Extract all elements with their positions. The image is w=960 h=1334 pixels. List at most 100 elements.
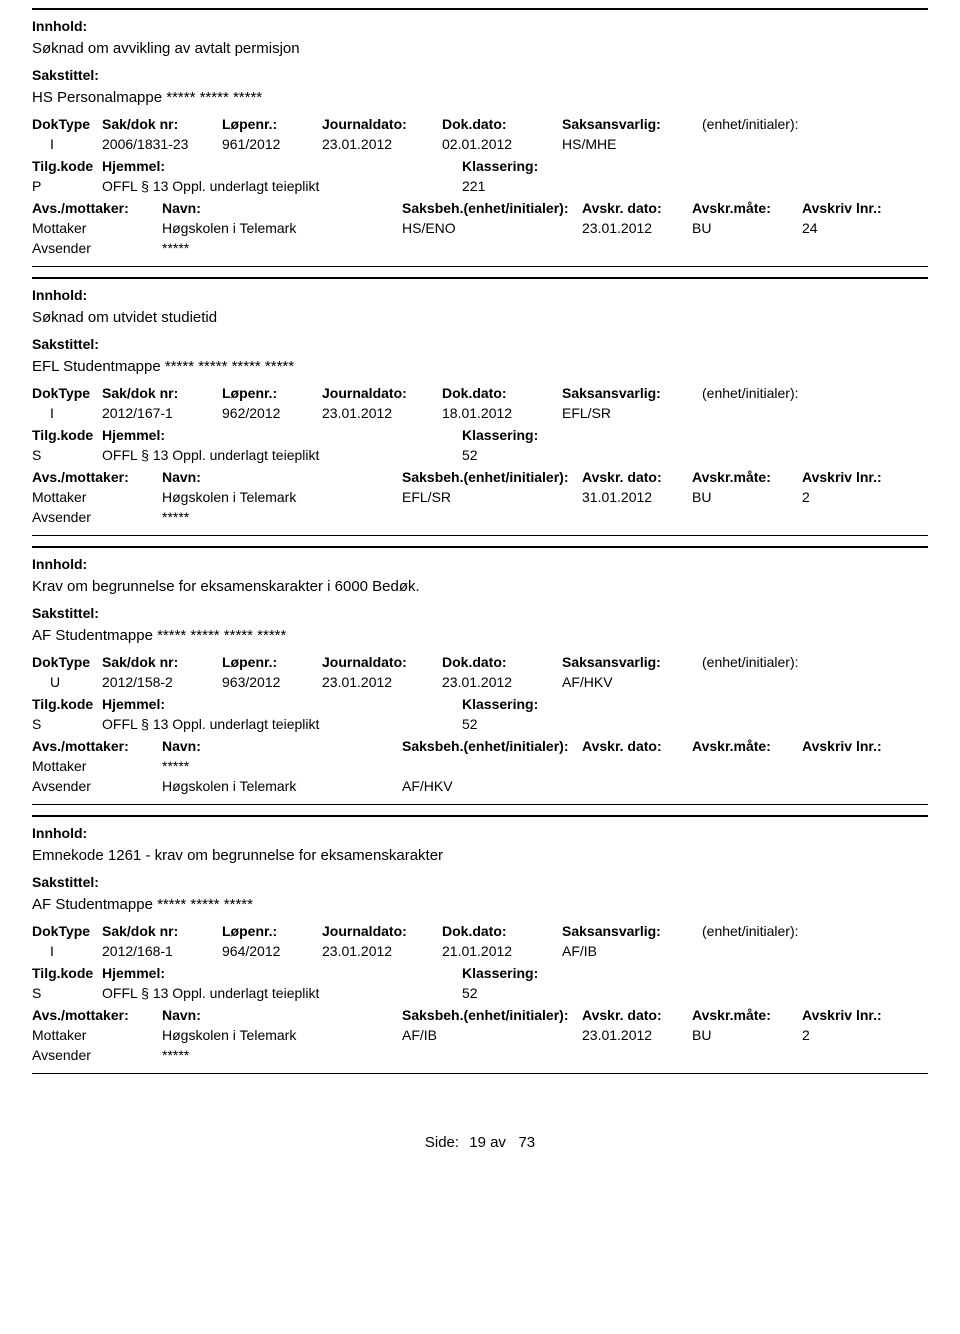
- journal-record: Innhold: Søknad om avvikling av avtalt pe…: [32, 8, 928, 277]
- party-avskrmate: BU: [692, 489, 802, 505]
- saksbeh-header: Saksbeh.(enhet/initialer):: [402, 1007, 582, 1023]
- enhetinit-value: [702, 674, 882, 690]
- avskrdato-header: Avskr. dato:: [582, 200, 692, 216]
- avsmottaker-header: Avs./mottaker:: [32, 1007, 162, 1023]
- party-avskrmate: [692, 1047, 802, 1063]
- lopenr-header: Løpenr.:: [222, 116, 322, 132]
- journaldato-value: 23.01.2012: [322, 405, 442, 421]
- hjemmel-header: Hjemmel:: [102, 427, 462, 443]
- avskrivlnr-header: Avskriv lnr.:: [802, 1007, 902, 1023]
- party-row: Avsender Høgskolen i Telemark AF/HKV: [32, 778, 928, 794]
- sakdoknr-value: 2012/168-1: [102, 943, 222, 959]
- party-row: Avsender *****: [32, 240, 928, 256]
- parties-header-row: Avs./mottaker: Navn: Saksbeh.(enhet/init…: [32, 738, 928, 754]
- saksansvarlig-value: EFL/SR: [562, 405, 702, 421]
- innhold-value: Emnekode 1261 - krav om begrunnelse for …: [32, 847, 928, 864]
- klassering-header: Klassering:: [462, 158, 892, 174]
- avskrivlnr-header: Avskriv lnr.:: [802, 738, 902, 754]
- saksansvarlig-header: Saksansvarlig:: [562, 923, 702, 939]
- access-header-row: Tilg.kode Hjemmel: Klassering:: [32, 696, 928, 712]
- avskrdato-header: Avskr. dato:: [582, 469, 692, 485]
- hjemmel-header: Hjemmel:: [102, 965, 462, 981]
- footer-page-total: 73: [518, 1134, 535, 1151]
- sakstittel-value: HS Personalmappe ***** ***** *****: [32, 89, 928, 106]
- access-value-row: S OFFL § 13 Oppl. underlagt teieplikt 52: [32, 716, 928, 732]
- journaldato-value: 23.01.2012: [322, 136, 442, 152]
- doktype-value: I: [32, 405, 102, 421]
- sakdoknr-value: 2012/167-1: [102, 405, 222, 421]
- hjemmel-value: OFFL § 13 Oppl. underlagt teieplikt: [102, 985, 462, 1001]
- meta-header-row: DokType Sak/dok nr: Løpenr.: Journaldato…: [32, 654, 928, 670]
- party-row: Avsender *****: [32, 1047, 928, 1063]
- avskrmate-header: Avskr.måte:: [692, 738, 802, 754]
- enhetinit-value: [702, 943, 882, 959]
- doktype-header: DokType: [32, 116, 102, 132]
- party-avskrmate: [692, 240, 802, 256]
- tilgkode-header: Tilg.kode: [32, 696, 102, 712]
- lopenr-header: Løpenr.:: [222, 385, 322, 401]
- journaldato-header: Journaldato:: [322, 116, 442, 132]
- meta-header-row: DokType Sak/dok nr: Løpenr.: Journaldato…: [32, 116, 928, 132]
- party-saksbeh: [402, 758, 582, 774]
- tilgkode-value: S: [32, 447, 102, 463]
- party-avskrlnr: 2: [802, 489, 902, 505]
- avskrmate-header: Avskr.måte:: [692, 469, 802, 485]
- party-row: Mottaker Høgskolen i Telemark EFL/SR 31.…: [32, 489, 928, 505]
- klassering-header: Klassering:: [462, 965, 892, 981]
- klassering-header: Klassering:: [462, 427, 892, 443]
- footer-av-label: av: [490, 1134, 506, 1151]
- journaldato-value: 23.01.2012: [322, 674, 442, 690]
- sakdoknr-value: 2012/158-2: [102, 674, 222, 690]
- enhetinit-header: (enhet/initialer):: [702, 654, 882, 670]
- navn-header: Navn:: [162, 200, 402, 216]
- record-divider: [32, 266, 928, 267]
- party-saksbeh: [402, 1047, 582, 1063]
- party-row: Mottaker *****: [32, 758, 928, 774]
- tilgkode-header: Tilg.kode: [32, 965, 102, 981]
- avskrdato-header: Avskr. dato:: [582, 738, 692, 754]
- tilgkode-value: S: [32, 985, 102, 1001]
- saksansvarlig-header: Saksansvarlig:: [562, 654, 702, 670]
- party-avskrdato: [582, 778, 692, 794]
- sakstittel-value: EFL Studentmappe ***** ***** ***** *****: [32, 358, 928, 375]
- sakstittel-label: Sakstittel:: [32, 67, 928, 83]
- saksansvarlig-value: AF/HKV: [562, 674, 702, 690]
- party-saksbeh: EFL/SR: [402, 489, 582, 505]
- innhold-label: Innhold:: [32, 18, 928, 34]
- access-header-row: Tilg.kode Hjemmel: Klassering:: [32, 427, 928, 443]
- enhetinit-header: (enhet/initialer):: [702, 116, 882, 132]
- parties-header-row: Avs./mottaker: Navn: Saksbeh.(enhet/init…: [32, 1007, 928, 1023]
- party-avskrdato: 23.01.2012: [582, 1027, 692, 1043]
- dokdato-header: Dok.dato:: [442, 385, 562, 401]
- klassering-value: 52: [462, 447, 892, 463]
- party-avskrlnr: [802, 509, 902, 525]
- sakdoknr-header: Sak/dok nr:: [102, 654, 222, 670]
- avsmottaker-header: Avs./mottaker:: [32, 200, 162, 216]
- lopenr-value: 963/2012: [222, 674, 322, 690]
- lopenr-header: Løpenr.:: [222, 654, 322, 670]
- party-avskrmate: [692, 778, 802, 794]
- avsmottaker-header: Avs./mottaker:: [32, 469, 162, 485]
- party-avskrmate: [692, 758, 802, 774]
- saksbeh-header: Saksbeh.(enhet/initialer):: [402, 200, 582, 216]
- party-saksbeh: [402, 509, 582, 525]
- sakdoknr-header: Sak/dok nr:: [102, 923, 222, 939]
- party-avskrlnr: [802, 1047, 902, 1063]
- navn-header: Navn:: [162, 738, 402, 754]
- tilgkode-header: Tilg.kode: [32, 158, 102, 174]
- meta-value-row: I 2012/168-1 964/2012 23.01.2012 21.01.2…: [32, 943, 928, 959]
- party-avskrdato: [582, 240, 692, 256]
- hjemmel-header: Hjemmel:: [102, 158, 462, 174]
- party-avskrdato: [582, 509, 692, 525]
- innhold-value: Søknad om avvikling av avtalt permisjon: [32, 40, 928, 57]
- journaldato-header: Journaldato:: [322, 385, 442, 401]
- party-avskrdato: [582, 758, 692, 774]
- dokdato-value: 23.01.2012: [442, 674, 562, 690]
- klassering-value: 52: [462, 716, 892, 732]
- doktype-header: DokType: [32, 923, 102, 939]
- dokdato-header: Dok.dato:: [442, 116, 562, 132]
- party-role: Avsender: [32, 1047, 162, 1063]
- enhetinit-value: [702, 405, 882, 421]
- sakdoknr-value: 2006/1831-23: [102, 136, 222, 152]
- dokdato-value: 18.01.2012: [442, 405, 562, 421]
